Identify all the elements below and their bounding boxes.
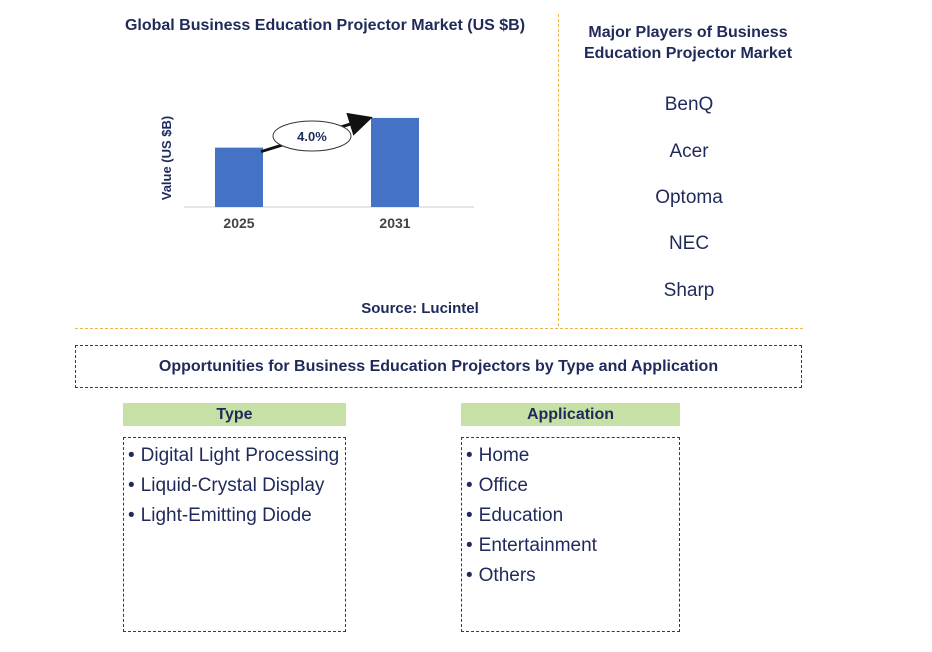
bar-2025 — [215, 147, 263, 207]
list-item: • Home — [466, 445, 530, 466]
type-header: Type — [123, 403, 346, 426]
application-item-label: Others — [478, 565, 536, 586]
list-item: • Liquid-Crystal Display — [128, 475, 325, 496]
list-item: • Entertainment — [466, 535, 597, 556]
application-item-label: Office — [478, 475, 528, 496]
application-header: Application — [461, 403, 680, 426]
source-label: Source: Lucintel — [361, 300, 479, 317]
y-axis-label: Value (US $B) — [159, 116, 174, 201]
x-tick-label: 2025 — [223, 215, 254, 231]
players-title-line-2: Education Projector Market — [583, 45, 793, 62]
list-item: • Light-Emitting Diode — [128, 505, 312, 526]
players-title: Major Players of Business Education Proj… — [568, 22, 808, 64]
type-list: • Digital Light Processing • Liquid-Crysta… — [123, 437, 346, 632]
player-item: Sharp — [663, 280, 715, 301]
opportunities-banner: Opportunities for Business Education Pro… — [75, 345, 802, 388]
cagr-label: 4.0% — [297, 129, 327, 144]
list-item: • Digital Light Processing — [128, 445, 340, 466]
type-item-label: Liquid-Crystal Display — [140, 475, 325, 496]
player-item: Acer — [669, 141, 709, 162]
list-item: • Education — [466, 505, 564, 526]
list-item: • Others — [466, 565, 536, 586]
type-item-label: Light-Emitting Diode — [140, 505, 312, 526]
application-item-label: Education — [478, 505, 564, 526]
vertical-divider — [558, 14, 559, 326]
opportunities-title: Opportunities for Business Education Pro… — [158, 357, 719, 375]
type-item-label: Digital Light Processing — [140, 445, 340, 466]
bar-2031 — [371, 117, 419, 207]
player-item: BenQ — [664, 94, 714, 115]
application-list: • Home • Office • Education • Entertainment … — [461, 437, 680, 632]
horizontal-divider — [75, 328, 803, 329]
cagr-bubble — [272, 120, 352, 152]
bar-chart: Value (US $B) 2025 2031 4.0% — [159, 112, 474, 231]
player-item: Optoma — [655, 187, 723, 208]
players-title-line-1: Major Players of Business — [588, 24, 788, 41]
player-item: NEC — [668, 233, 710, 254]
x-tick-label: 2031 — [379, 215, 410, 231]
application-item-label: Home — [478, 445, 530, 466]
list-item: • Office — [466, 475, 528, 496]
application-item-label: Entertainment — [478, 535, 597, 556]
chart-title: Global Business Education Projector Mark… — [124, 17, 526, 34]
